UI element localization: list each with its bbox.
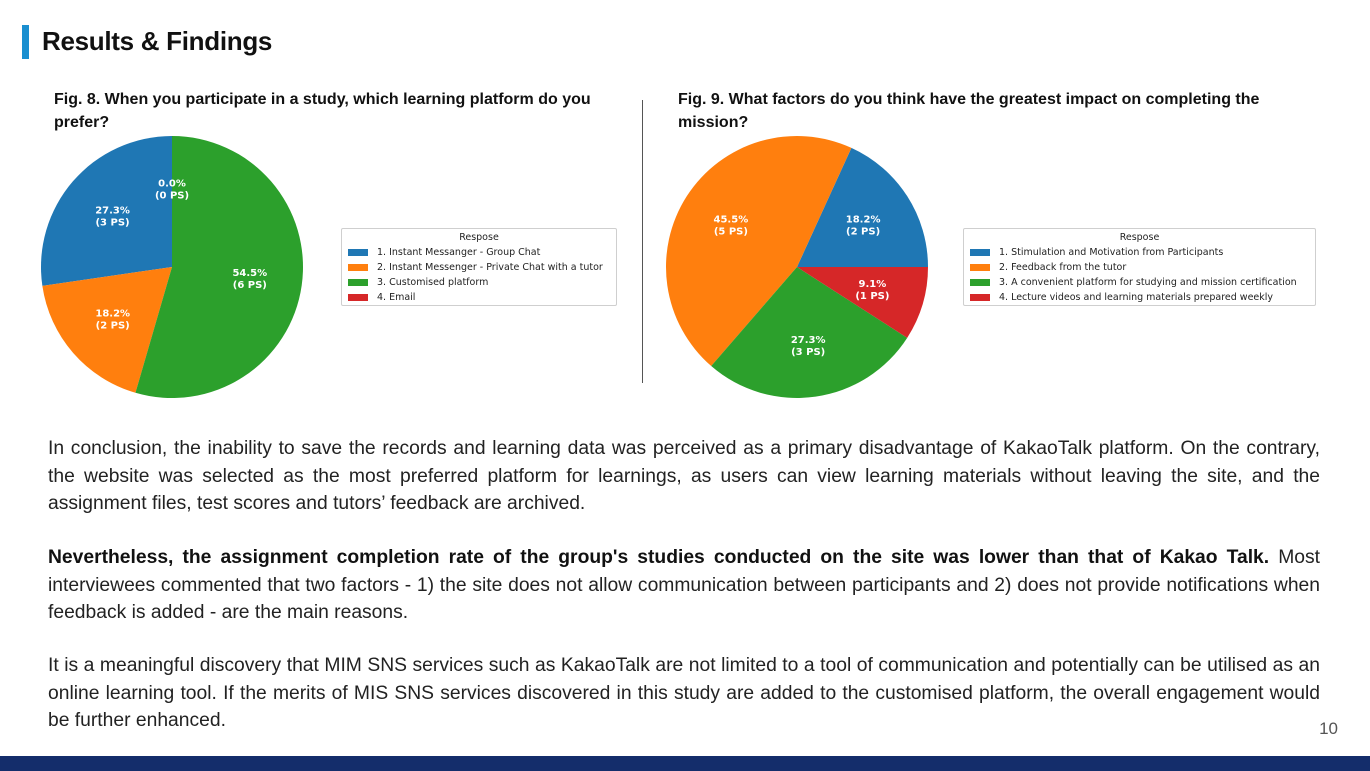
pie-slice-label: 18.2% (2 PS) — [846, 215, 881, 238]
completion-rate-paragraph: Nevertheless, the assignment completion … — [48, 544, 1320, 627]
legend-label: 1. Instant Messanger - Group Chat — [377, 247, 541, 258]
page-title: Results & Findings — [42, 26, 273, 56]
fig9-legend: Respose 1. Stimulation and Motivation fr… — [963, 228, 1316, 306]
pie-slice — [797, 147, 928, 267]
legend-item: 3. Customised platform — [342, 275, 616, 290]
legend-swatch — [348, 249, 368, 256]
page-number: 10 — [1319, 719, 1338, 738]
pie-slice — [797, 267, 928, 338]
title-accent-bar — [22, 25, 29, 59]
conclusion-paragraph: In conclusion, the inability to save the… — [48, 438, 1320, 514]
pie-slice — [666, 136, 852, 367]
legend-label: 2. Feedback from the tutor — [999, 262, 1127, 273]
pie-slice-label: 54.5% (6 PS) — [232, 268, 267, 291]
pie-slice — [135, 136, 304, 398]
legend-swatch — [348, 294, 368, 301]
legend-swatch — [970, 279, 990, 286]
pie-slice-label: 27.3% (3 PS) — [791, 335, 826, 358]
pie-slice — [711, 267, 908, 398]
footer-bar — [0, 756, 1370, 771]
legend-item: 4. Email — [342, 290, 616, 305]
discovery-paragraph: It is a meaningful discovery that MIM SN… — [48, 655, 1320, 731]
legend-swatch — [348, 279, 368, 286]
legend-label: 3. A convenient platform for studying an… — [999, 277, 1297, 288]
legend-swatch — [348, 264, 368, 271]
legend-item: 2. Feedback from the tutor — [964, 260, 1315, 275]
legend-swatch — [970, 249, 990, 256]
pie-slice-label: 27.3% (3 PS) — [95, 206, 130, 229]
legend-label: 3. Customised platform — [377, 277, 489, 288]
pie-slice-label: 0.0% (0 PS) — [155, 178, 189, 201]
legend-swatch — [970, 294, 990, 301]
legend-label: 4. Email — [377, 292, 416, 303]
legend-item: 1. Stimulation and Motivation from Parti… — [964, 245, 1315, 260]
legend-item: 3. A convenient platform for studying an… — [964, 275, 1315, 290]
pie-slice-label: 9.1% (1 PS) — [855, 279, 889, 302]
pie-slice — [42, 267, 173, 393]
legend-label: 2. Instant Messenger - Private Chat with… — [377, 262, 603, 273]
fig8-pie-chart: 27.3% (3 PS) 18.2% (2 PS) 54.5% (6 PS) 0.0% (0 … — [41, 136, 304, 398]
pie-slice-label: 45.5% (5 PS) — [714, 215, 749, 238]
figure-divider — [642, 100, 643, 383]
legend-item: 1. Instant Messanger - Group Chat — [342, 245, 616, 260]
legend-swatch — [970, 264, 990, 271]
legend-title: Respose — [1119, 232, 1160, 243]
fig9-pie-chart: 18.2% (2 PS) 45.5% (5 PS) 27.3% (3 PS) 9.1% (1 … — [666, 136, 928, 398]
legend-item: 2. Instant Messenger - Private Chat with… — [342, 260, 616, 275]
legend-title: Respose — [459, 232, 499, 243]
fig9-caption: Fig. 9. What factors do you think have t… — [678, 91, 1260, 131]
pie-slice — [41, 136, 172, 286]
legend-label: 4. Lecture videos and learning materials… — [999, 292, 1274, 303]
legend-label: 1. Stimulation and Motivation from Parti… — [999, 247, 1224, 258]
pie-slice-label: 18.2% (2 PS) — [95, 309, 130, 332]
fig8-caption: Fig. 8. When you participate in a study,… — [54, 91, 591, 131]
fig8-legend: Respose 1. Instant Messanger - Group Cha… — [341, 228, 617, 306]
completion-rate-rest: Most interviewees commented that two fac… — [48, 547, 1320, 623]
completion-rate-bold: Nevertheless, the assignment completion … — [48, 547, 1270, 568]
legend-item: 4. Lecture videos and learning materials… — [964, 290, 1315, 305]
